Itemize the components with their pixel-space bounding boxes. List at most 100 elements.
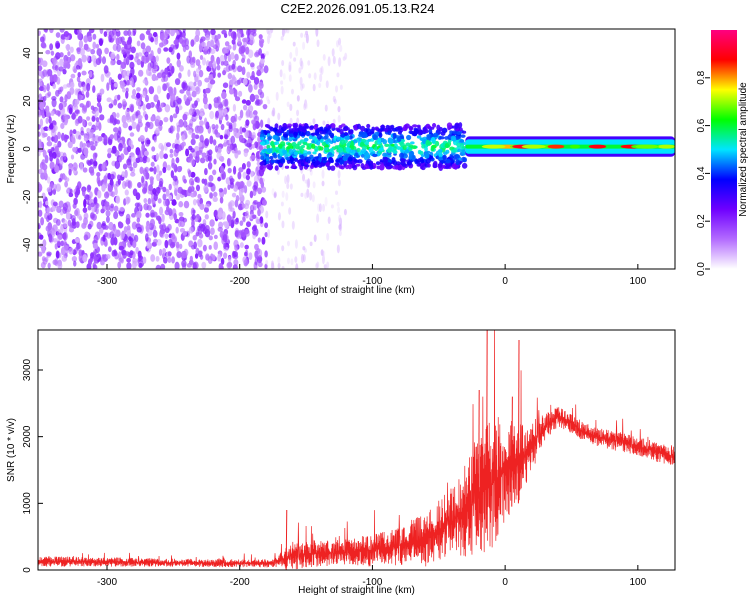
noise-cell: [42, 132, 48, 138]
noise-cell: [315, 263, 319, 269]
signal-cell: [344, 135, 350, 141]
noise-cell: [321, 254, 325, 265]
noise-cell: [49, 161, 55, 170]
noise-cell: [86, 100, 90, 109]
noise-cell: [291, 220, 295, 230]
noise-cell: [280, 35, 284, 41]
noise-cell: [189, 255, 193, 262]
noise-cell: [213, 100, 220, 109]
noise-cell: [126, 225, 131, 231]
noise-cell: [336, 72, 340, 78]
signal-cell: [377, 137, 382, 143]
noise-cell: [264, 222, 269, 229]
noise-cell: [68, 247, 74, 255]
noise-cell: [234, 244, 239, 252]
noise-cell: [65, 62, 70, 67]
signal-cell: [399, 152, 405, 159]
tone-peak: [657, 144, 675, 149]
noise-cell: [300, 60, 304, 70]
noise-cell: [121, 171, 125, 178]
noise-cell: [339, 44, 343, 53]
noise-cell: [231, 63, 236, 70]
noise-cell: [242, 78, 248, 86]
noise-cell: [147, 197, 152, 205]
noise-cell: [240, 229, 246, 238]
noise-cell: [275, 91, 279, 101]
noise-cell: [156, 173, 161, 182]
noise-cell: [204, 203, 211, 209]
noise-cell: [236, 65, 243, 73]
noise-cell: [265, 210, 269, 219]
noise-cell: [112, 127, 119, 133]
noise-cell: [129, 106, 134, 112]
noise-cell: [126, 262, 132, 269]
noise-cell: [89, 191, 93, 199]
noise-cell: [203, 178, 208, 186]
heatmap-y-tick-label: 40: [22, 47, 33, 59]
heatmap-region-0: [38, 29, 269, 269]
noise-cell: [242, 256, 247, 264]
signal-cell: [286, 145, 291, 150]
noise-cell: [98, 122, 102, 131]
noise-cell: [137, 181, 142, 189]
signal-cell: [419, 130, 424, 135]
noise-cell: [232, 103, 237, 112]
noise-cell: [38, 110, 43, 116]
noise-cell: [244, 244, 249, 250]
noise-cell: [46, 251, 52, 257]
signal-cell: [319, 146, 324, 151]
noise-cell: [224, 221, 230, 229]
signal-cell: [424, 153, 430, 159]
noise-cell: [169, 114, 174, 123]
noise-cell: [117, 73, 123, 80]
noise-cell: [312, 118, 316, 125]
noise-cell: [221, 237, 227, 245]
noise-cell: [175, 241, 180, 249]
noise-cell: [150, 115, 155, 122]
signal-cell: [396, 146, 401, 151]
noise-cell: [226, 121, 230, 126]
noise-cell: [289, 117, 293, 125]
noise-cell: [169, 153, 174, 158]
colorbar-tick-label: 0.4: [696, 166, 707, 180]
signal-cell: [419, 137, 425, 141]
noise-cell: [150, 36, 154, 43]
noise-cell: [59, 58, 64, 67]
noise-cell: [215, 110, 219, 118]
signal-cell: [440, 160, 446, 164]
noise-cell: [125, 217, 131, 225]
noise-cell: [191, 132, 196, 140]
signal-cell: [400, 157, 406, 164]
noise-cell: [213, 158, 217, 165]
noise-cell: [265, 51, 269, 56]
noise-cell: [304, 179, 308, 184]
noise-cell: [213, 241, 218, 250]
heatmap-x-tick-label: -200: [230, 276, 250, 287]
noise-cell: [226, 143, 233, 152]
noise-cell: [252, 110, 258, 116]
signal-cell: [379, 159, 384, 163]
noise-cell: [99, 114, 105, 121]
signal-cell: [303, 137, 309, 142]
noise-cell: [338, 57, 342, 68]
noise-cell: [123, 30, 129, 36]
signal-cell: [316, 139, 321, 146]
noise-cell: [109, 134, 115, 140]
noise-cell: [159, 150, 164, 160]
noise-cell: [137, 121, 143, 128]
noise-cell: [138, 69, 144, 77]
noise-cell: [45, 49, 51, 55]
signal-cell: [426, 134, 432, 141]
noise-cell: [339, 84, 343, 90]
noise-cell: [77, 93, 81, 99]
noise-cell: [87, 223, 92, 230]
noise-cell: [127, 145, 132, 153]
noise-cell: [130, 172, 136, 177]
noise-cell: [96, 102, 102, 108]
noise-cell: [158, 216, 162, 225]
noise-cell: [242, 104, 248, 111]
noise-cell: [108, 103, 114, 109]
noise-cell: [117, 178, 121, 186]
signal-cell: [415, 160, 420, 164]
signal-cell: [267, 136, 272, 141]
